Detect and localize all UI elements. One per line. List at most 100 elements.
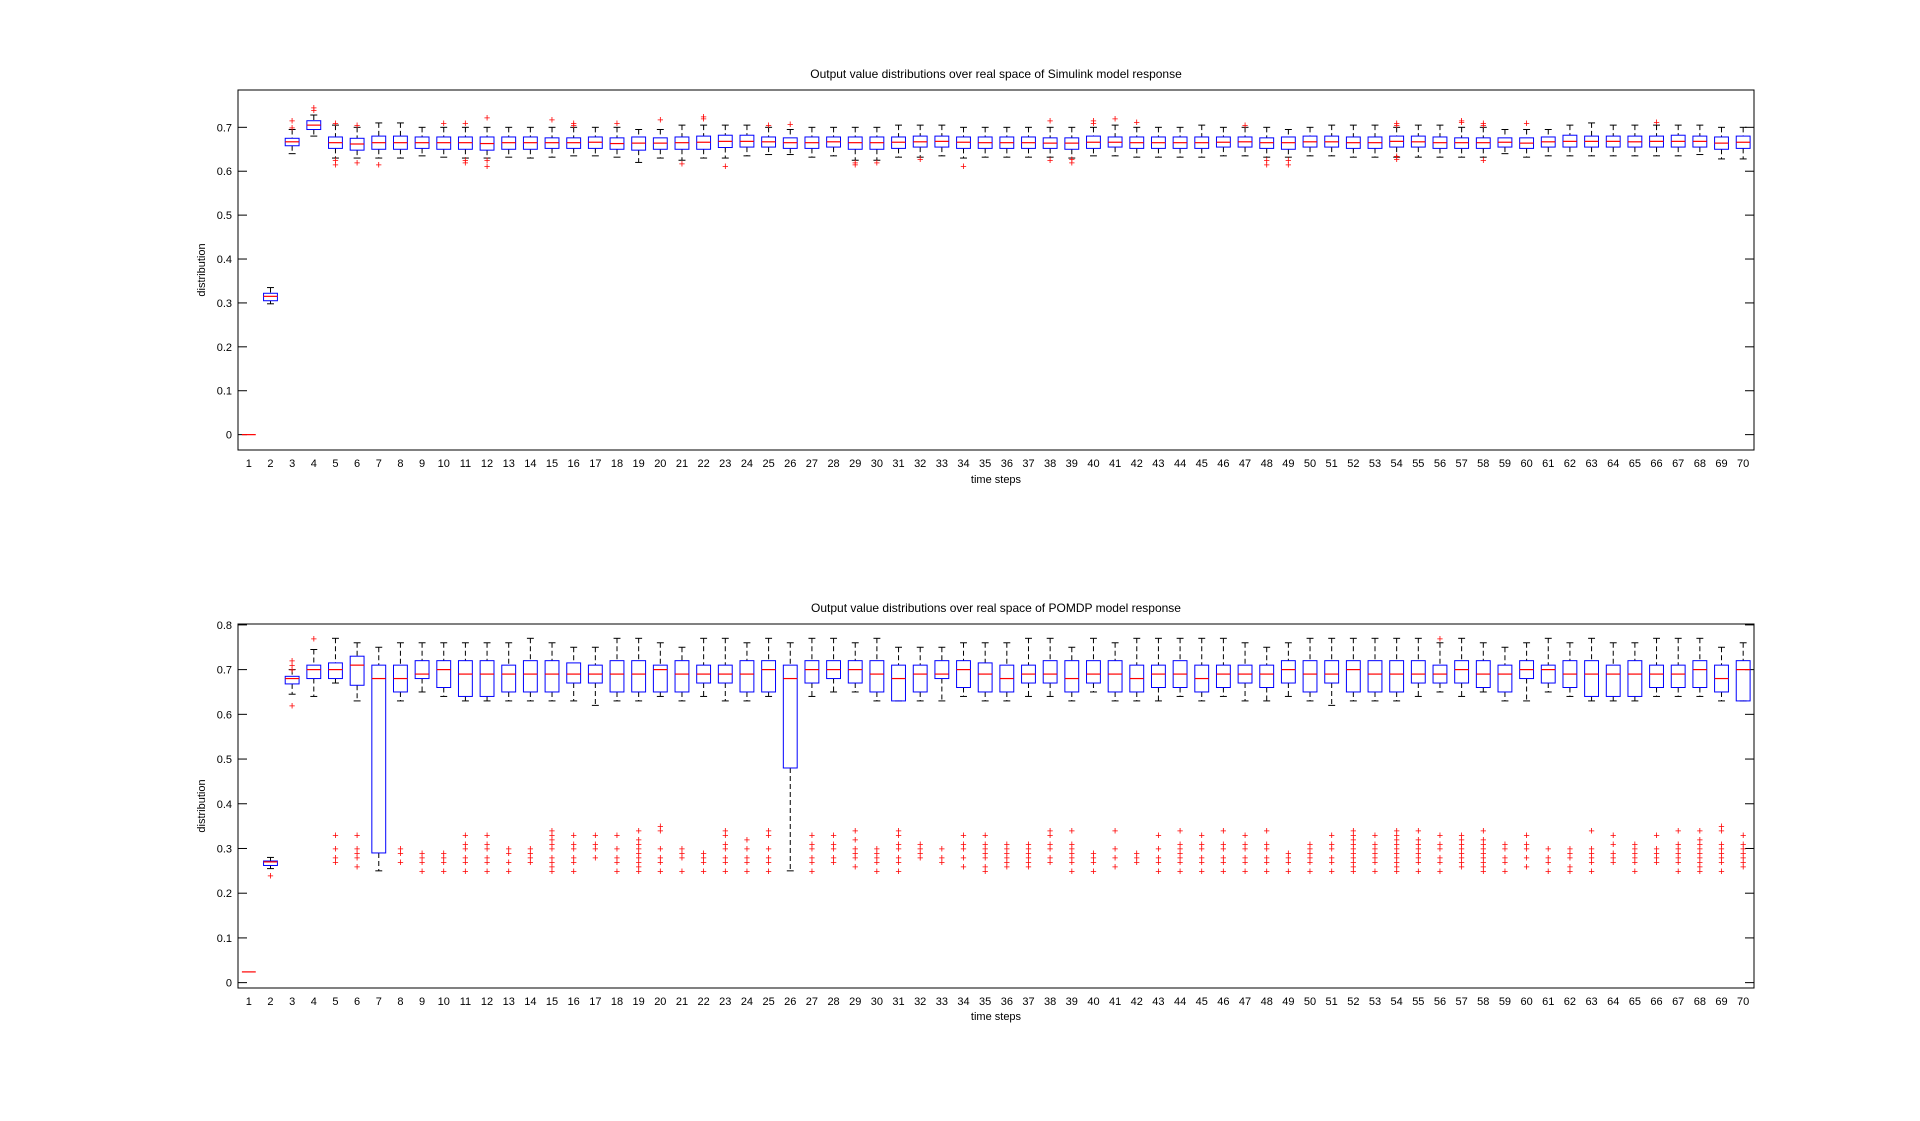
outlier-marker: + — [354, 852, 360, 864]
box-49: ++ — [1280, 129, 1296, 172]
outlier-marker: + — [1653, 848, 1659, 860]
outlier-marker: + — [1242, 857, 1248, 869]
x-tick-label: 60 — [1520, 458, 1532, 470]
outlier-marker: + — [1653, 857, 1659, 869]
box-31: +++++++ — [891, 646, 906, 878]
box-58: +++ — [1475, 118, 1491, 167]
x-tick-label: 59 — [1499, 458, 1511, 470]
outlier-marker: + — [960, 852, 966, 864]
y-tick-label: 0.3 — [217, 298, 232, 310]
box-49: ++++ — [1280, 642, 1296, 878]
box-52: ++++++++++ — [1345, 637, 1361, 878]
outlier-marker: + — [1155, 857, 1161, 869]
outlier-marker: + — [1134, 852, 1140, 864]
x-tick-label: 21 — [676, 458, 688, 470]
outlier-marker: + — [679, 852, 685, 864]
y-tick-label: 0.6 — [217, 709, 232, 721]
outlier-marker: + — [1697, 861, 1703, 873]
x-tick-label: 46 — [1217, 996, 1229, 1008]
outlier-marker: + — [722, 830, 728, 842]
x-tick-label: 24 — [741, 458, 753, 470]
outlier-marker: + — [441, 857, 447, 869]
outlier-marker: + — [765, 852, 771, 864]
chart-title: Output value distributions over real spa… — [811, 601, 1181, 615]
outlier-marker: + — [1588, 843, 1594, 855]
box-70: +++++++ — [1735, 642, 1751, 873]
box-34: +++++ — [956, 642, 971, 873]
outlier-marker: + — [570, 843, 576, 855]
x-tick-label: 66 — [1650, 996, 1662, 1008]
chart-top: Output value distributions over real spa… — [196, 67, 1755, 486]
box-50: ++++++ — [1302, 637, 1318, 878]
y-tick-label: 0.2 — [217, 342, 232, 354]
box-13 — [501, 126, 517, 158]
box-38: ++ — [1042, 116, 1058, 167]
outlier-marker: + — [1523, 118, 1529, 130]
box-13: ++++ — [501, 642, 517, 878]
box-28: +++++ — [826, 637, 842, 869]
x-tick-label: 31 — [892, 458, 904, 470]
x-tick-label: 37 — [1022, 458, 1034, 470]
outlier-marker: + — [830, 843, 836, 855]
outlier-marker: + — [1697, 866, 1703, 878]
outlier-marker: + — [1263, 839, 1269, 851]
x-tick-label: 54 — [1391, 458, 1403, 470]
x-tick-label: 60 — [1520, 996, 1532, 1008]
x-tick-label: 23 — [719, 996, 731, 1008]
outlier-marker: + — [1372, 830, 1378, 842]
x-tick-label: 30 — [871, 996, 883, 1008]
outlier-marker: + — [1004, 843, 1010, 855]
outlier-marker: + — [1285, 866, 1291, 878]
x-tick-label: 57 — [1456, 458, 1468, 470]
outlier-marker: + — [311, 103, 317, 115]
box-54: ++++++++++ — [1389, 637, 1405, 878]
x-tick-label: 22 — [698, 458, 710, 470]
outlier-marker: + — [982, 839, 988, 851]
outlier-marker: + — [1112, 861, 1118, 873]
box-iqr — [804, 660, 820, 684]
outlier-marker: + — [1328, 852, 1334, 864]
outlier-marker: + — [744, 852, 750, 864]
outlier-marker: + — [874, 857, 880, 869]
outlier-marker: + — [852, 852, 858, 864]
outlier-marker: + — [722, 161, 728, 173]
x-tick-label: 64 — [1607, 996, 1619, 1008]
outlier-marker: + — [874, 843, 880, 855]
x-tick-label: 51 — [1326, 996, 1338, 1008]
outlier-marker: + — [1004, 852, 1010, 864]
y-tick-label: 0.8 — [217, 620, 232, 632]
x-tick-label: 65 — [1629, 458, 1641, 470]
outlier-marker: + — [809, 866, 815, 878]
x-tick-label: 66 — [1650, 458, 1662, 470]
x-tick-label: 70 — [1737, 996, 1749, 1008]
box-14 — [522, 126, 538, 159]
y-tick-label: 0.4 — [217, 254, 232, 266]
box-70 — [1735, 126, 1751, 160]
outlier-marker: + — [657, 852, 663, 864]
box-28 — [826, 126, 842, 157]
x-tick-label: 64 — [1607, 458, 1619, 470]
box-iqr — [1042, 660, 1058, 684]
outlier-marker: + — [744, 843, 750, 855]
outlier-marker: + — [982, 852, 988, 864]
outlier-marker: + — [1610, 839, 1616, 851]
outlier-marker: + — [1025, 843, 1031, 855]
outlier-marker: + — [1523, 839, 1529, 851]
outlier-marker: + — [505, 857, 511, 869]
box-52 — [1345, 124, 1361, 158]
outlier-marker: + — [462, 857, 468, 869]
x-tick-label: 56 — [1434, 996, 1446, 1008]
outlier-marker: + — [1480, 861, 1486, 873]
x-tick-label: 47 — [1239, 458, 1251, 470]
x-tick-label: 12 — [481, 458, 493, 470]
x-tick-label: 20 — [654, 996, 666, 1008]
x-tick-label: 38 — [1044, 996, 1056, 1008]
x-tick-label: 5 — [332, 996, 338, 1008]
outlier-marker: + — [441, 852, 447, 864]
outlier-marker: + — [939, 857, 945, 869]
x-tick-label: 34 — [957, 996, 969, 1008]
outlier-marker: + — [289, 122, 295, 134]
box-66: + — [1649, 117, 1664, 157]
box-iqr — [1670, 664, 1686, 688]
outlier-marker: + — [1350, 826, 1356, 838]
